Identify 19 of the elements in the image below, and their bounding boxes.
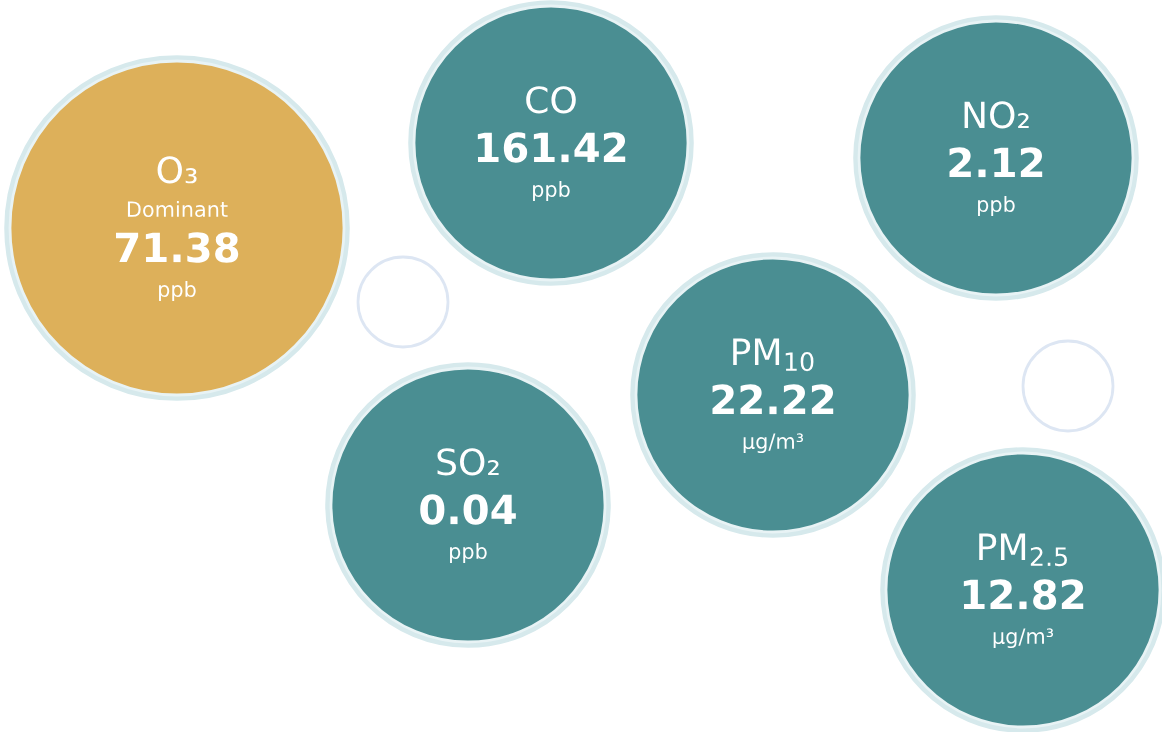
data-label: 0.04 <box>420 494 516 525</box>
data-label: 2.12 <box>949 147 1043 178</box>
category-label: PM$_{2.5}$ <box>979 533 1067 567</box>
text: ppb <box>533 180 570 202</box>
text: ppb <box>978 195 1015 217</box>
text: ppb <box>450 542 487 564</box>
text: µg/m³ <box>993 628 1054 649</box>
data-label: 12.82 <box>963 579 1084 610</box>
text: ppb <box>159 280 196 302</box>
data-label: 71.38 <box>115 232 239 263</box>
category-label: NO₂ <box>964 101 1029 129</box>
text: Dominant <box>127 200 228 218</box>
category-label: SO₂ <box>437 448 499 476</box>
category-label: CO <box>526 86 576 114</box>
category-label: PM$_{10}$ <box>733 338 814 372</box>
category-label: O₃ <box>157 156 197 184</box>
text: µg/m³ <box>743 433 804 454</box>
data-label: 161.42 <box>477 132 626 163</box>
data-label: 22.22 <box>712 384 834 415</box>
